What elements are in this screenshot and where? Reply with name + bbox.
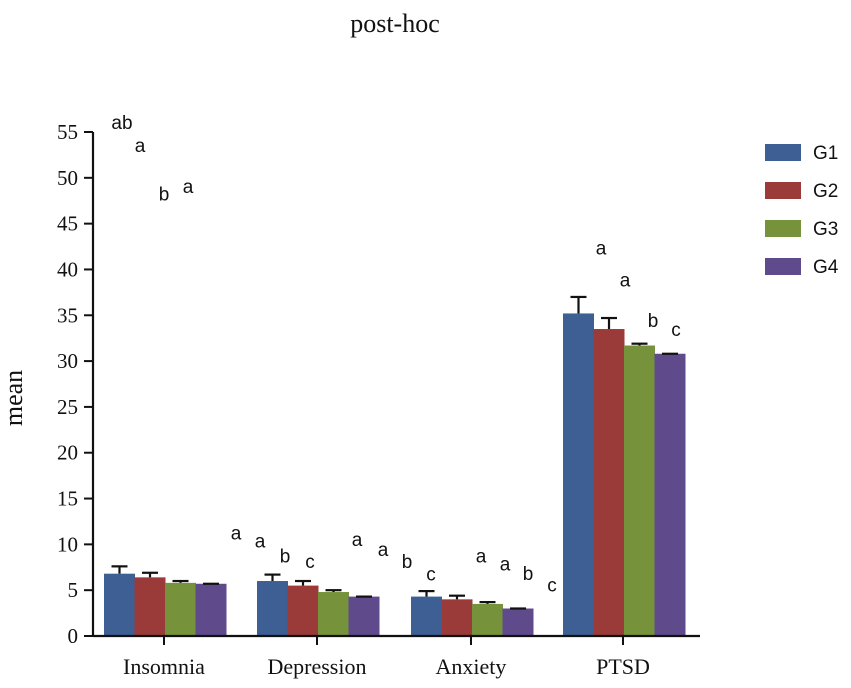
sig-letter-anxiety-extra-1: b (523, 564, 534, 585)
x-tick-label-ptsd: PTSD (596, 654, 650, 679)
sig-letter-depression-extra-1: a (352, 530, 363, 551)
bar-depression-g3 (318, 592, 349, 636)
legend: G1 G2 G3 G4 (765, 143, 839, 278)
legend-swatch-g1 (765, 144, 801, 161)
sig-letter-ptsd-g2: a (620, 271, 631, 292)
legend-label-g3: G3 (813, 219, 838, 240)
sig-letter-depression-g3: b (280, 546, 291, 567)
sig-letter-insomnia-g4: a (183, 177, 194, 198)
chart-title: post-hoc (350, 9, 440, 38)
y-tick-label-45: 45 (57, 212, 78, 236)
sig-letter-depression-g4: c (305, 552, 315, 573)
bar-anxiety-g2 (441, 599, 473, 636)
y-tick-label-15: 15 (57, 487, 78, 511)
legend-swatch-g2 (765, 182, 801, 199)
bar-insomnia-g1 (104, 573, 135, 636)
y-tick-label-40: 40 (57, 257, 78, 281)
x-tick-label-anxiety: Anxiety (436, 654, 507, 679)
sig-letter-depression-extra-2: a (378, 540, 389, 561)
axes-layer: 0 5 10 15 20 25 30 35 40 45 50 55 Insomnia Depression… (57, 120, 700, 679)
sig-letter-insomnia-g1: ab (111, 113, 132, 134)
sig-letter-anxiety-g1: b (402, 552, 413, 573)
y-tick-label-55: 55 (57, 120, 78, 144)
y-tick-label-0: 0 (68, 624, 79, 648)
legend-label-g4: G4 (813, 257, 839, 278)
sig-letter-depression-g1: a (231, 523, 242, 544)
sig-letter-depression-g2: a (255, 532, 266, 553)
bar-ptsd-g1 (563, 313, 594, 636)
legend-label-g2: G2 (813, 181, 838, 202)
sig-letter-anxiety-extra-2: c (547, 576, 557, 597)
y-tick-label-30: 30 (57, 349, 78, 373)
bar-ptsd-g2 (593, 329, 625, 636)
error-bars-layer (111, 295, 678, 610)
x-tick-label-insomnia: Insomnia (123, 654, 205, 679)
sig-letter-insomnia-g2: a (135, 136, 146, 157)
bar-anxiety-g1 (411, 596, 442, 636)
bar-depression-g4 (348, 596, 380, 636)
legend-label-g1: G1 (813, 143, 838, 164)
y-tick-label-35: 35 (57, 303, 78, 327)
y-tick-label-10: 10 (57, 532, 78, 556)
sig-letter-anxiety-g4: a (500, 555, 511, 576)
y-axis-label: mean (0, 370, 28, 426)
y-tick-label-20: 20 (57, 441, 78, 465)
sig-letter-ptsd-g3: b (648, 311, 659, 332)
bar-anxiety-g3 (472, 603, 503, 636)
y-tick-label-5: 5 (68, 578, 79, 602)
bar-insomnia-g3 (165, 582, 196, 636)
sig-letter-anxiety-g2: c (426, 565, 436, 586)
sig-letter-insomnia-g3: b (159, 184, 170, 205)
x-tick-label-depression: Depression (268, 654, 367, 679)
sig-letter-ptsd-g1: a (596, 238, 607, 259)
bar-depression-g1 (257, 581, 288, 636)
y-tick-label-50: 50 (57, 166, 78, 190)
bar-ptsd-g3 (624, 345, 655, 636)
bar-insomnia-g4 (195, 583, 227, 636)
bars-layer (104, 313, 686, 636)
bar-anxiety-g4 (502, 608, 534, 636)
bar-depression-g2 (287, 585, 319, 636)
sig-letter-anxiety-g3: a (476, 546, 487, 567)
bar-ptsd-g4 (654, 353, 686, 636)
y-tick-label-25: 25 (57, 395, 78, 419)
bar-insomnia-g2 (134, 577, 166, 636)
legend-swatch-g3 (765, 220, 801, 237)
legend-swatch-g4 (765, 258, 801, 275)
sig-letter-ptsd-g4: c (671, 320, 681, 341)
